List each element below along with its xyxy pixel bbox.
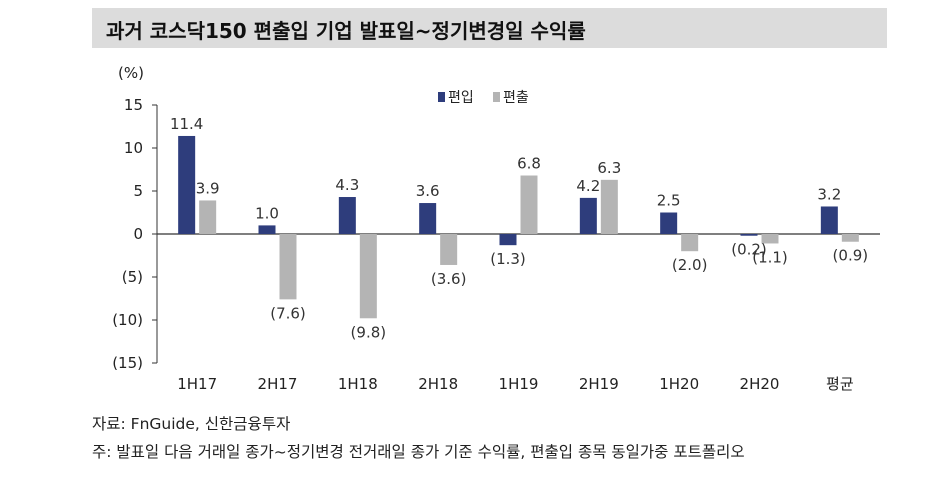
data-label-inclusion: 11.4 (170, 115, 203, 133)
data-label-inclusion: (0.2) (731, 241, 767, 259)
data-label-exclusion: (1.1) (752, 248, 788, 266)
bar-exclusion (359, 234, 377, 319)
y-tick-label: 0 (133, 225, 143, 243)
x-tick-label: 2H19 (579, 375, 619, 393)
y-unit-label: (%) (118, 64, 144, 82)
legend-label: 편출 (503, 90, 529, 106)
bar-inclusion (258, 225, 276, 234)
footnote: 주: 발표일 다음 거래일 종가~정기변경 전거래일 종가 기준 수익률, 편출… (92, 443, 745, 461)
bar-exclusion (199, 200, 217, 234)
x-tick-label: 2H18 (418, 375, 458, 393)
data-label-exclusion: (0.9) (833, 247, 869, 265)
data-label-inclusion: 4.3 (335, 176, 359, 194)
data-label-inclusion: 1.0 (255, 204, 279, 222)
bar-inclusion (579, 197, 597, 234)
y-tick-label: (15) (112, 354, 143, 372)
data-label-exclusion: (3.6) (431, 270, 467, 288)
bar-inclusion (820, 206, 838, 234)
bar-inclusion (419, 203, 437, 234)
source-note: 자료: FnGuide, 신한금융투자 (92, 415, 291, 433)
data-label-exclusion: (2.0) (672, 256, 708, 274)
bar-inclusion (499, 234, 517, 246)
bar-exclusion (600, 179, 618, 234)
x-tick-label: 1H20 (659, 375, 699, 393)
y-tick-label: 5 (133, 182, 143, 200)
data-label-inclusion: 4.2 (576, 177, 600, 195)
bar-inclusion (338, 197, 356, 234)
bar-exclusion (761, 234, 779, 244)
x-tick-label: 1H19 (499, 375, 539, 393)
chart-bars (178, 135, 859, 319)
data-label-exclusion: 6.8 (517, 155, 541, 173)
bar-exclusion (841, 234, 859, 242)
bar-exclusion (279, 234, 297, 300)
bar-exclusion (440, 234, 458, 265)
legend-swatch (493, 92, 500, 102)
bar-inclusion (740, 234, 758, 236)
y-tick-label: 10 (124, 139, 143, 157)
x-tick-label: 2H20 (740, 375, 780, 393)
data-label-inclusion: 2.5 (657, 192, 681, 210)
x-tick-label: 2H17 (258, 375, 298, 393)
chart-title: 과거 코스닥150 편출입 기업 발표일~정기변경일 수익률 (106, 19, 586, 43)
data-label-inclusion: 3.6 (416, 182, 440, 200)
y-tick-label: (10) (112, 311, 143, 329)
legend-label: 편입 (448, 90, 474, 106)
x-tick-label: 1H18 (338, 375, 378, 393)
bar-inclusion (178, 135, 196, 234)
data-label-exclusion: (7.6) (270, 304, 306, 322)
data-label-exclusion: 6.3 (597, 159, 621, 177)
chart-axes: (%) 15 10 5 0 (5) (10) (15) 1H17 2H17 1H18 2H18 1H19… (112, 64, 880, 393)
data-label-inclusion: 3.2 (817, 185, 841, 203)
chart-data-labels: 11.4 1.0 4.3 3.6 (1.3) 4.2 2.5 (0.2) 3.2 3.9 (7.6)… (170, 115, 868, 341)
bar-exclusion (520, 175, 538, 234)
x-tick-label: 평균 (826, 375, 854, 393)
x-tick-label: 1H17 (177, 375, 217, 393)
bar-inclusion (660, 212, 678, 234)
data-label-exclusion: (9.8) (351, 323, 387, 341)
data-label-exclusion: 3.9 (196, 179, 220, 197)
title-bar: 과거 코스닥150 편출입 기업 발표일~정기변경일 수익률 (92, 8, 887, 48)
data-label-inclusion: (1.3) (490, 250, 526, 268)
chart-legend: 편입 편출 (438, 90, 529, 106)
bar-chart: (%) 15 10 5 0 (5) (10) (15) 1H17 2H17 1H18 2H18 1H19… (112, 64, 880, 393)
y-tick-label: 15 (124, 96, 143, 114)
bar-exclusion (681, 234, 699, 252)
y-tick-label: (5) (122, 268, 143, 286)
legend-swatch (438, 92, 445, 102)
